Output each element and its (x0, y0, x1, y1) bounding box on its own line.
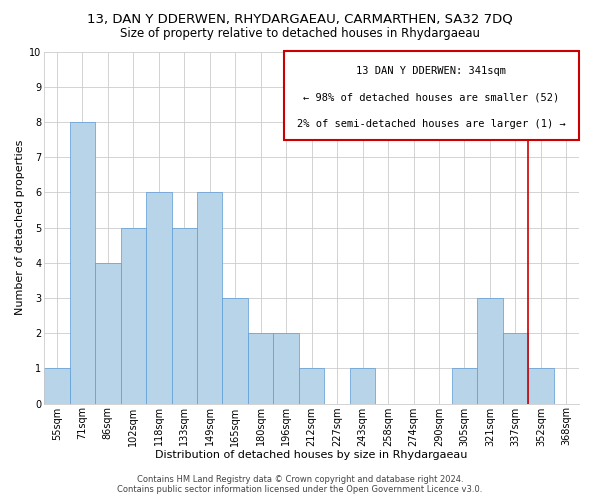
Bar (477, 298, 503, 404)
Text: Size of property relative to detached houses in Rhydargaeau: Size of property relative to detached ho… (120, 28, 480, 40)
Bar (452, 368, 477, 404)
X-axis label: Distribution of detached houses by size in Rhydargaeau: Distribution of detached houses by size … (155, 450, 468, 460)
Text: Contains HM Land Registry data © Crown copyright and database right 2024.
Contai: Contains HM Land Registry data © Crown c… (118, 474, 482, 494)
Bar (172, 228, 197, 404)
Text: 2% of semi-detached houses are larger (1) →: 2% of semi-detached houses are larger (1… (297, 118, 566, 128)
Bar (70, 122, 95, 404)
Text: 13 DAN Y DDERWEN: 341sqm: 13 DAN Y DDERWEN: 341sqm (356, 66, 506, 76)
Bar (299, 368, 325, 404)
Bar (503, 333, 528, 404)
Bar (248, 333, 274, 404)
Bar (146, 192, 172, 404)
Text: 13, DAN Y DDERWEN, RHYDARGAEAU, CARMARTHEN, SA32 7DQ: 13, DAN Y DDERWEN, RHYDARGAEAU, CARMARTH… (87, 12, 513, 26)
Text: ← 98% of detached houses are smaller (52): ← 98% of detached houses are smaller (52… (303, 92, 559, 102)
Bar (44, 368, 70, 404)
Bar (284, 52, 579, 140)
Bar (95, 262, 121, 404)
Bar (528, 368, 554, 404)
Bar (197, 192, 223, 404)
Y-axis label: Number of detached properties: Number of detached properties (15, 140, 25, 315)
Bar (274, 333, 299, 404)
Bar (223, 298, 248, 404)
Bar (121, 228, 146, 404)
Bar (350, 368, 375, 404)
